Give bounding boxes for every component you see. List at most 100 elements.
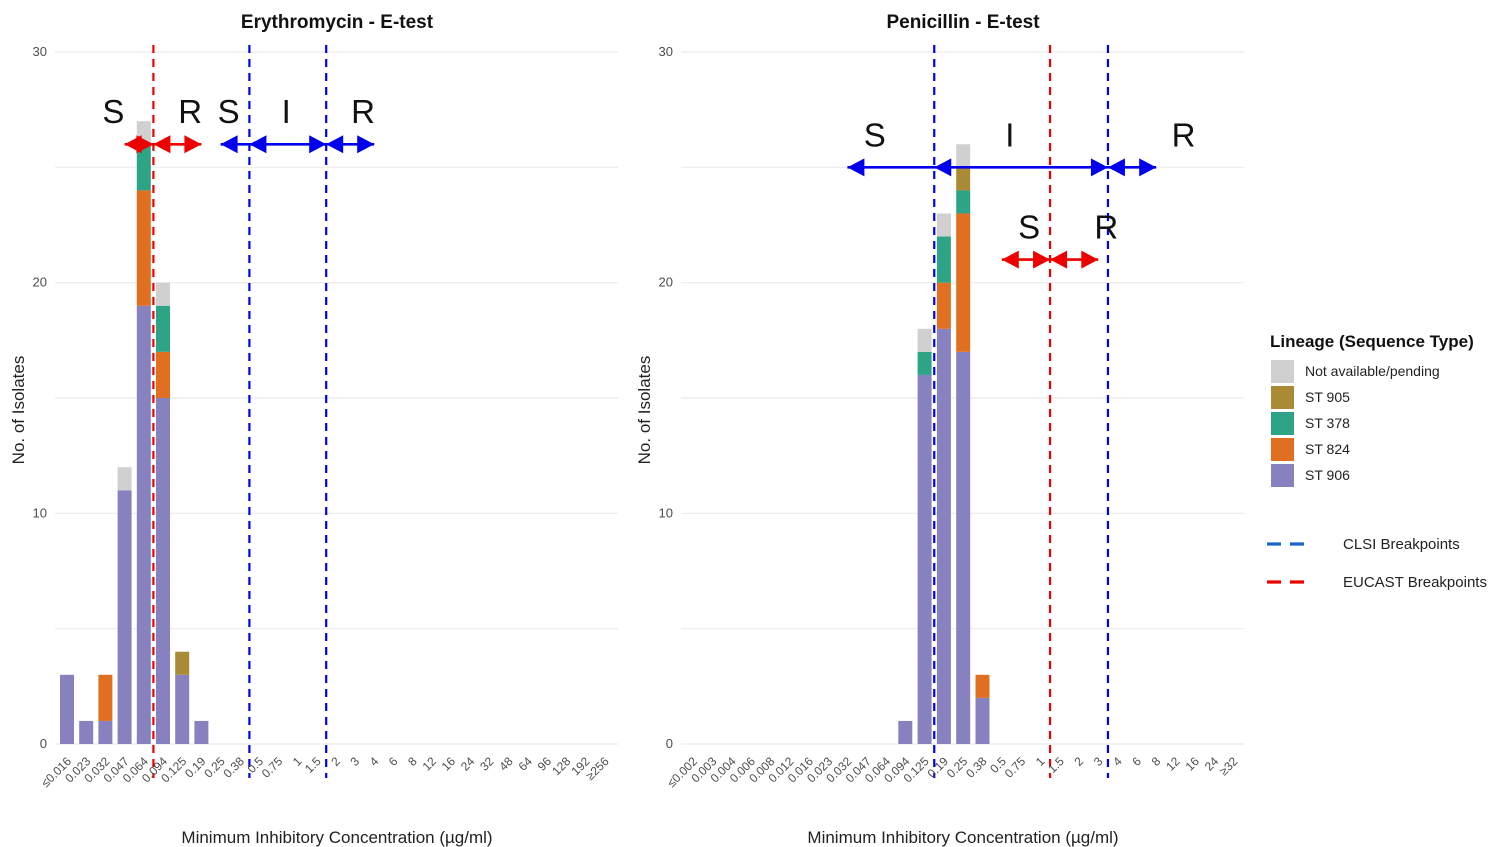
bar-st-906-0-023 bbox=[79, 720, 94, 744]
annotation-r-clsi-5: R bbox=[351, 93, 375, 130]
penicillin-interpretation-arrows bbox=[847, 158, 1157, 269]
bar-st-906-0-064 bbox=[136, 305, 151, 744]
annotation-r-clsi-3: R bbox=[1172, 116, 1196, 153]
erythromycin-x-tick-64: 64 bbox=[516, 754, 536, 774]
bar-st-906-0-25 bbox=[956, 351, 971, 744]
erythromycin-x-tick-6: 6 bbox=[386, 754, 401, 769]
eucast-arrowhead-mid-right-1-0 bbox=[136, 135, 154, 154]
clsi-arrowhead-mid-right-2-1 bbox=[309, 135, 327, 154]
legend-label-st-378: ST 378 bbox=[1305, 415, 1350, 431]
penicillin-x-tick-16: 16 bbox=[1183, 754, 1203, 774]
legend-breakpoint-keys: CLSI Breakpoints EUCAST Breakpoints bbox=[1267, 536, 1487, 591]
legend-title: Lineage (Sequence Type) bbox=[1270, 332, 1474, 351]
erythromycin-y-tick-20: 20 bbox=[33, 275, 47, 290]
penicillin-x-tick-8: 8 bbox=[1149, 754, 1164, 769]
penicillin-x-tick-1-5: 1.5 bbox=[1045, 754, 1067, 776]
legend-swatch-not-available-pending bbox=[1271, 360, 1294, 383]
annotation-r-eucast-2: R bbox=[178, 93, 202, 130]
erythromycin-x-tick-12: 12 bbox=[420, 754, 440, 774]
bar-st-824-0-094 bbox=[156, 351, 170, 398]
legend-swatch-st-905 bbox=[1271, 386, 1294, 409]
penicillin-y-tick-20: 20 bbox=[659, 275, 673, 290]
legend-items: Not available/pending ST 905 ST 378 ST 824 S… bbox=[1271, 360, 1440, 487]
erythromycin-x-tick-0-75: 0.75 bbox=[259, 754, 286, 781]
penicillin-y-tick-30: 30 bbox=[659, 44, 673, 59]
bar-not-available-pending-0-25 bbox=[956, 144, 971, 168]
bar-st-378-0-094 bbox=[156, 305, 170, 352]
erythromycin-x-tick-1-5: 1.5 bbox=[302, 754, 324, 776]
bar-st-906-0-38 bbox=[975, 697, 990, 744]
penicillin-x-tick-3: 3 bbox=[1091, 754, 1106, 769]
eucast-arrowhead-mid-right-2-0 bbox=[1033, 250, 1051, 269]
annotation-r-eucast-5: R bbox=[1094, 209, 1118, 246]
eucast-arrowhead-right-1 bbox=[184, 135, 202, 154]
bar-st-906-0-125 bbox=[175, 674, 190, 744]
penicillin-panel: Penicillin - E-test 0 10 20 30 S I R S R ≤0.002… bbox=[635, 12, 1244, 847]
penicillin-y-ticks: 0 10 20 30 bbox=[659, 44, 673, 751]
erythromycin-x-tick-3: 3 bbox=[347, 754, 362, 769]
bar-st-824-0-064 bbox=[136, 190, 151, 306]
annotation-s-eucast-1: S bbox=[102, 93, 124, 130]
annotation-s-eucast-4: S bbox=[1018, 209, 1040, 246]
penicillin-breakpoint-lines bbox=[933, 45, 1110, 778]
legend-label-st-905: ST 905 bbox=[1305, 389, 1350, 405]
penicillin-x-axis-label: Minimum Inhibitory Concentration (µg/ml) bbox=[807, 828, 1118, 847]
erythromycin-x-tick-24: 24 bbox=[458, 754, 478, 774]
bar-not-available-pending-0-047 bbox=[117, 467, 132, 491]
penicillin-bars bbox=[898, 144, 990, 744]
clsi-arrowhead-mid-right-1-1 bbox=[1090, 158, 1108, 177]
erythromycin-x-tick-16: 16 bbox=[439, 754, 459, 774]
penicillin-x-tick-0-75: 0.75 bbox=[1002, 754, 1029, 781]
legend-label-st-824: ST 824 bbox=[1305, 441, 1350, 457]
erythromycin-x-tick-48: 48 bbox=[496, 754, 516, 774]
erythromycin-x-tick-0-38: 0.38 bbox=[221, 754, 248, 781]
penicillin-x-tick-6: 6 bbox=[1129, 754, 1144, 769]
legend-label-not-available-pending: Not available/pending bbox=[1305, 363, 1440, 379]
clsi-arrowhead-mid-left-2-1 bbox=[326, 135, 344, 154]
legend-line-label-eucast-breakpoints: EUCAST Breakpoints bbox=[1343, 574, 1487, 591]
erythromycin-x-tick-8: 8 bbox=[405, 754, 420, 769]
penicillin-title: Penicillin - E-test bbox=[886, 12, 1040, 33]
bar-st-824-0-38 bbox=[975, 674, 990, 698]
legend-swatch-st-378 bbox=[1271, 412, 1294, 435]
clsi-arrowhead-right-1 bbox=[1139, 158, 1157, 177]
bar-st-906-0-032 bbox=[98, 720, 113, 744]
bar-st-905-0-125 bbox=[175, 651, 190, 675]
penicillin-y-axis-label: No. of Isolates bbox=[635, 356, 654, 465]
penicillin-x-tick-32: ≥32 bbox=[1217, 754, 1241, 778]
penicillin-y-tick-0: 0 bbox=[666, 736, 673, 751]
erythromycin-y-tick-0: 0 bbox=[40, 736, 47, 751]
bar-st-378-0-25 bbox=[956, 190, 971, 214]
erythromycin-x-tick-4: 4 bbox=[367, 754, 382, 769]
legend: Lineage (Sequence Type) Not available/pe… bbox=[1267, 332, 1487, 591]
legend-label-st-906: ST 906 bbox=[1305, 467, 1350, 483]
penicillin-x-tick-12: 12 bbox=[1163, 754, 1183, 774]
eucast-arrowhead-left-2 bbox=[1001, 250, 1019, 269]
penicillin-x-tick-2: 2 bbox=[1071, 754, 1086, 769]
erythromycin-y-tick-10: 10 bbox=[33, 505, 47, 520]
bar-st-824-0-032 bbox=[98, 674, 113, 721]
erythromycin-x-axis-label: Minimum Inhibitory Concentration (µg/ml) bbox=[181, 828, 492, 847]
erythromycin-x-tick-2: 2 bbox=[328, 754, 343, 769]
erythromycin-title: Erythromycin - E-test bbox=[241, 12, 434, 33]
erythromycin-bars bbox=[60, 121, 209, 744]
annotation-s-clsi-3: S bbox=[218, 93, 240, 130]
bar-st-906-0-125 bbox=[917, 374, 932, 744]
bar-st-824-0-25 bbox=[956, 213, 971, 352]
eucast-arrowhead-mid-left-1-0 bbox=[153, 135, 171, 154]
bar-st-906-0-016 bbox=[60, 674, 74, 744]
bar-st-906-0-19 bbox=[936, 328, 951, 744]
bar-st-906-0-19 bbox=[194, 720, 209, 744]
bar-not-available-pending-0-19 bbox=[936, 213, 951, 237]
bar-st-378-0-19 bbox=[936, 236, 951, 283]
penicillin-x-tick-0-38: 0.38 bbox=[963, 754, 990, 781]
clsi-arrowhead-mid-left-1-0 bbox=[934, 158, 952, 177]
clsi-arrowhead-right-2 bbox=[357, 135, 375, 154]
eucast-arrowhead-right-2 bbox=[1081, 250, 1099, 269]
legend-swatch-st-824 bbox=[1271, 438, 1294, 461]
bar-st-378-0-125 bbox=[917, 351, 932, 375]
bar-st-906-0-047 bbox=[117, 490, 132, 744]
